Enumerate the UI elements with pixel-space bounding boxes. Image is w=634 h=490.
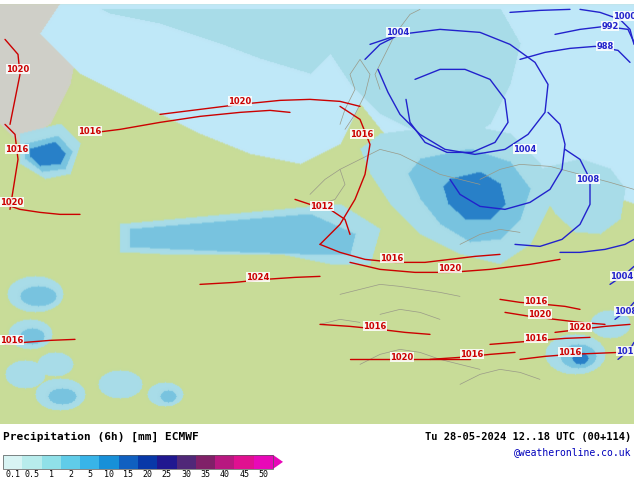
Text: 1004: 1004: [386, 28, 410, 37]
Text: 1020: 1020: [438, 264, 462, 273]
Text: 1004: 1004: [611, 272, 633, 281]
Text: 5: 5: [87, 470, 93, 479]
Text: Precipitation (6h) [mm] ECMWF: Precipitation (6h) [mm] ECMWF: [3, 432, 198, 442]
Text: 30: 30: [181, 470, 191, 479]
Bar: [196, 455, 215, 469]
Bar: [254, 455, 273, 469]
Text: @weatheronline.co.uk: @weatheronline.co.uk: [514, 447, 631, 457]
Bar: [3, 455, 22, 469]
Text: 1016: 1016: [559, 348, 581, 357]
Text: 1016: 1016: [0, 336, 23, 345]
Polygon shape: [273, 455, 283, 469]
Text: 1020: 1020: [568, 323, 592, 332]
Text: 25: 25: [162, 470, 172, 479]
Bar: [177, 455, 196, 469]
Bar: [61, 455, 80, 469]
Bar: [80, 455, 100, 469]
Text: 1: 1: [49, 470, 54, 479]
Text: Tu 28-05-2024 12..18 UTC (00+114): Tu 28-05-2024 12..18 UTC (00+114): [425, 432, 631, 442]
Text: 1008: 1008: [576, 175, 600, 184]
Text: 1020: 1020: [6, 65, 30, 74]
Text: 15: 15: [124, 470, 133, 479]
Text: 1016: 1016: [79, 127, 101, 136]
Bar: [3, 455, 273, 469]
Text: 1016: 1016: [524, 297, 548, 306]
Text: 40: 40: [220, 470, 230, 479]
Text: 2: 2: [68, 470, 73, 479]
Text: 0.5: 0.5: [25, 470, 39, 479]
Text: 1020: 1020: [528, 310, 552, 319]
Bar: [100, 455, 119, 469]
Text: 1020: 1020: [228, 97, 252, 106]
Text: 1016: 1016: [460, 350, 484, 359]
Text: 1024: 1024: [247, 273, 269, 282]
Text: 0.1: 0.1: [5, 470, 20, 479]
Text: 1016: 1016: [524, 334, 548, 343]
Text: 1016: 1016: [5, 145, 29, 154]
Text: 1012: 1012: [616, 347, 634, 356]
Bar: [22, 455, 42, 469]
Text: 45: 45: [239, 470, 249, 479]
Text: 1016: 1016: [351, 130, 373, 139]
Bar: [235, 455, 254, 469]
Bar: [138, 455, 157, 469]
Bar: [157, 455, 177, 469]
Bar: [42, 455, 61, 469]
Text: 1008: 1008: [614, 307, 634, 316]
Text: 1020: 1020: [1, 198, 23, 207]
Text: 1012: 1012: [310, 202, 333, 211]
Text: 20: 20: [143, 470, 153, 479]
Text: 988: 988: [597, 42, 614, 51]
Bar: [215, 455, 235, 469]
Text: 1020: 1020: [391, 353, 413, 362]
Text: 1016: 1016: [380, 254, 404, 263]
Bar: [119, 455, 138, 469]
Text: 992: 992: [601, 22, 619, 31]
Text: 35: 35: [200, 470, 210, 479]
Text: 50: 50: [259, 470, 268, 479]
Text: 1004: 1004: [514, 145, 536, 154]
Text: 1016: 1016: [363, 322, 387, 331]
Text: 10: 10: [104, 470, 114, 479]
Text: 1000: 1000: [614, 12, 634, 21]
